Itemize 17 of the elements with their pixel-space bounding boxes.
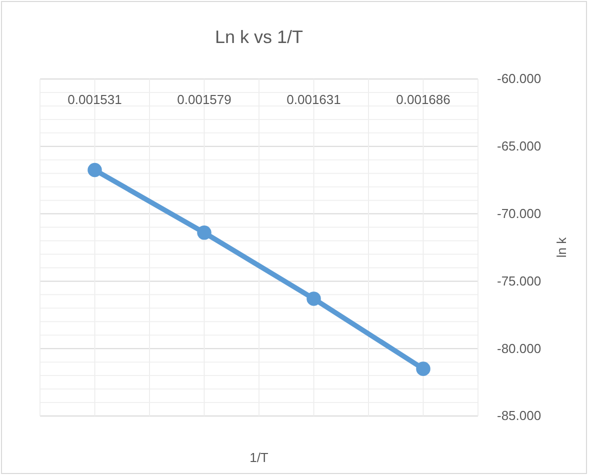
point [197,226,212,240]
chart-title: Ln k vs 1/T [214,27,304,47]
x-tick-label: 0.001686 [396,92,450,108]
y-tick-label: -70.000 [497,206,542,221]
y-tick-label: -75.000 [497,273,542,288]
y-axis-title: ln k [554,236,569,258]
y-tick-label: -80.000 [497,340,542,356]
x-axis-title: 1/T [250,450,268,465]
y-tick-label: -60.000 [497,71,542,86]
point [306,292,321,306]
x-tick-label: 0.001531 [68,92,122,108]
y-tick-label: -85.000 [497,408,542,424]
y-tick-label: -65.000 [497,138,542,154]
point [88,162,102,178]
x-tick-label: 0.001631 [286,92,341,108]
x-tick-label: 0.001579 [177,92,232,108]
point [416,362,430,376]
